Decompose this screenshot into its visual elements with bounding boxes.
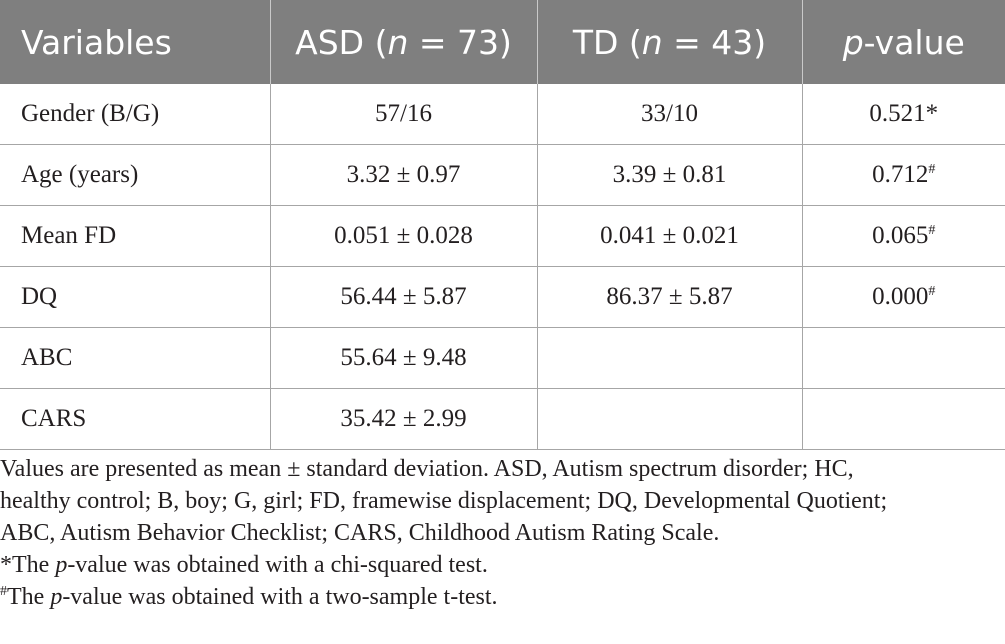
header-row: Variables ASD (n = 73) TD (n = 43) p-val… [0,0,1005,84]
t-test-mark: # [928,284,936,299]
chi-square-mark: * [925,100,939,127]
table-row: Mean FD 0.051 ± 0.028 0.041 ± 0.021 0.06… [0,205,1005,267]
row-variable: Mean FD [0,205,271,267]
row-variable: CARS [0,388,271,450]
row-td-value: 0.041 ± 0.021 [536,205,803,267]
abbreviations-line-1: Values are presented as mean ± standard … [0,456,854,482]
row-p-value [801,388,1005,450]
row-asd-value: 56.44 ± 5.87 [269,266,538,328]
header-variables: Variables [0,0,271,84]
abbreviations-line-3: ABC, Autism Behavior Checklist; CARS, Ch… [0,520,720,546]
row-td-value [536,388,803,450]
row-p-value: 0.065# [801,205,1005,267]
row-p-value: 0.000# [801,266,1005,328]
row-variable: Gender (B/G) [0,84,271,145]
row-asd-value: 3.32 ± 0.97 [269,144,538,206]
row-asd-value: 35.42 ± 2.99 [269,388,538,450]
header-td: TD (n = 43) [537,0,803,84]
footnote-t-test: #The p-value was obtained with a two-sam… [0,584,498,610]
table-row: DQ 56.44 ± 5.87 86.37 ± 5.87 0.000# [0,266,1005,328]
row-asd-value: 55.64 ± 9.48 [269,327,538,389]
row-td-value [536,327,803,389]
table-notes: Values are presented as mean ± standard … [0,453,1000,613]
row-td-value: 86.37 ± 5.87 [536,266,803,328]
row-variable: Age (years) [0,144,271,206]
table-row: Gender (B/G) 57/16 33/10 0.521* [0,84,1005,145]
demographics-table: Variables ASD (n = 73) TD (n = 43) p-val… [0,0,1005,450]
t-test-mark: # [928,223,936,238]
row-td-value: 33/10 [536,84,803,145]
row-variable: ABC [0,327,271,389]
table-row: CARS 35.42 ± 2.99 [0,388,1005,450]
table-row: Age (years) 3.32 ± 0.97 3.39 ± 0.81 0.71… [0,144,1005,206]
header-p-value: p-value [802,0,1005,84]
abbreviations-line-2: healthy control; B, boy; G, girl; FD, fr… [0,488,888,514]
row-td-value: 3.39 ± 0.81 [536,144,803,206]
header-asd: ASD (n = 73) [270,0,538,84]
row-variable: DQ [0,266,271,328]
table-row: ABC 55.64 ± 9.48 [0,327,1005,389]
row-p-value: 0.521* [801,84,1005,145]
row-asd-value: 0.051 ± 0.028 [269,205,538,267]
t-test-mark: # [928,162,936,177]
row-asd-value: 57/16 [269,84,538,145]
footnote-chi-square: *The p-value was obtained with a chi-squ… [0,552,488,578]
row-p-value: 0.712# [801,144,1005,206]
row-p-value [801,327,1005,389]
